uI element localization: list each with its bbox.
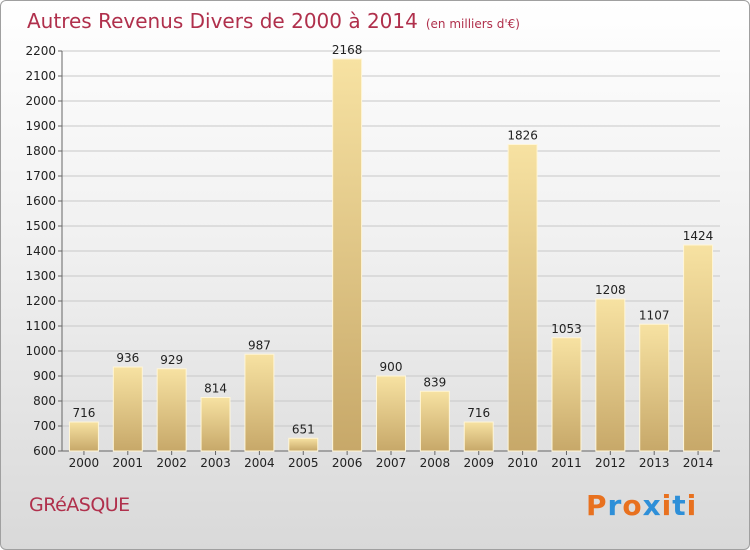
value-label-2004: 987 <box>248 338 271 352</box>
bar-2011 <box>551 337 582 452</box>
value-label-2007: 900 <box>380 360 403 374</box>
x-tick-label-2001: 2001 <box>113 456 144 470</box>
x-tick-label-2003: 2003 <box>200 456 231 470</box>
value-label-2001: 936 <box>116 351 139 365</box>
logo-letter: o <box>622 489 643 522</box>
x-tick-label-2014: 2014 <box>683 456 714 470</box>
y-tick-label: 1700 <box>25 169 56 183</box>
logo-letter: i <box>661 489 673 522</box>
x-tick-label-2000: 2000 <box>69 456 100 470</box>
value-label-2010: 1826 <box>507 129 538 143</box>
value-label-2000: 716 <box>72 406 95 420</box>
value-label-2013: 1107 <box>639 308 670 322</box>
y-tick-label: 1000 <box>25 344 56 358</box>
bar-2000 <box>68 421 99 452</box>
bar-2002 <box>156 368 187 452</box>
bars <box>68 58 714 452</box>
y-tick-label: 1200 <box>25 294 56 308</box>
x-tick-label-2009: 2009 <box>463 456 494 470</box>
bar-2014 <box>683 244 714 452</box>
value-labels: 716 936 929 814 987 651 2168 900 839 716 1826 1053 1… <box>72 43 713 436</box>
value-label-2006: 2168 <box>332 43 363 57</box>
bar-2006 <box>332 58 363 452</box>
x-tick-label-2013: 2013 <box>639 456 670 470</box>
bar-2005 <box>288 437 319 452</box>
value-label-2003: 814 <box>204 382 227 396</box>
chart-title: Autres Revenus Divers de 2000 à 2014 <box>27 9 418 33</box>
y-tick-label: 2100 <box>25 69 56 83</box>
bar-2007 <box>376 375 406 452</box>
y-tick-label: 1900 <box>25 119 56 133</box>
value-label-2008: 839 <box>423 375 446 389</box>
bar-2009 <box>463 421 494 452</box>
x-tick-label-2006: 2006 <box>332 456 363 470</box>
x-tick-label-2008: 2008 <box>420 456 451 470</box>
bar-2001 <box>112 366 143 452</box>
y-tick-label: 1500 <box>25 219 56 233</box>
value-label-2014: 1424 <box>683 229 714 243</box>
x-tick-label-2002: 2002 <box>156 456 187 470</box>
x-tick-label-2011: 2011 <box>551 456 582 470</box>
value-label-2009: 716 <box>467 406 490 420</box>
proxiti-logo[interactable]: Proxiti <box>586 489 697 522</box>
x-tick-label-2012: 2012 <box>595 456 626 470</box>
bar-2010 <box>507 144 538 452</box>
value-label-2011: 1053 <box>551 322 582 336</box>
y-tick-label: 1100 <box>25 319 56 333</box>
logo-letter: t <box>672 489 687 522</box>
y-tick-label: 2000 <box>25 94 56 108</box>
city-name: GRéASQUE <box>29 494 130 516</box>
bar-2003 <box>200 397 231 452</box>
value-label-2005: 651 <box>292 422 315 436</box>
value-label-2002: 929 <box>160 353 183 367</box>
y-tick-label: 1300 <box>25 269 56 283</box>
y-tick-label: 1800 <box>25 144 56 158</box>
y-tick-label: 800 <box>33 394 56 408</box>
y-tick-label: 900 <box>33 369 56 383</box>
chart-title-block: Autres Revenus Divers de 2000 à 2014 (en … <box>27 9 520 33</box>
logo-letter: i <box>686 489 698 522</box>
value-label-2012: 1208 <box>595 283 626 297</box>
x-tick-labels: 2000 2001 2002 2003 2004 2005 2006 2007 2008 2009… <box>69 451 714 470</box>
y-tick-label: 2200 <box>25 44 56 58</box>
x-tick-label-2007: 2007 <box>376 456 407 470</box>
y-tick-label: 700 <box>33 419 56 433</box>
y-tick-label: 600 <box>33 444 56 458</box>
bar-2012 <box>595 298 626 452</box>
y-tick-labels: 600 700 800 900 1000 1100 1200 1300 1400 1500 1600… <box>25 44 62 458</box>
bar-2008 <box>419 390 450 452</box>
x-tick-label-2010: 2010 <box>507 456 538 470</box>
logo-letter: P <box>586 489 608 522</box>
logo-letter: x <box>642 489 662 522</box>
y-tick-label: 1400 <box>25 244 56 258</box>
logo-letter: r <box>607 489 623 522</box>
bar-2004 <box>244 353 275 452</box>
chart-unit: (en milliers d'€) <box>425 17 520 31</box>
bar-2013 <box>639 323 670 452</box>
x-tick-label-2005: 2005 <box>288 456 319 470</box>
x-tick-label-2004: 2004 <box>244 456 275 470</box>
y-tick-label: 1600 <box>25 194 56 208</box>
